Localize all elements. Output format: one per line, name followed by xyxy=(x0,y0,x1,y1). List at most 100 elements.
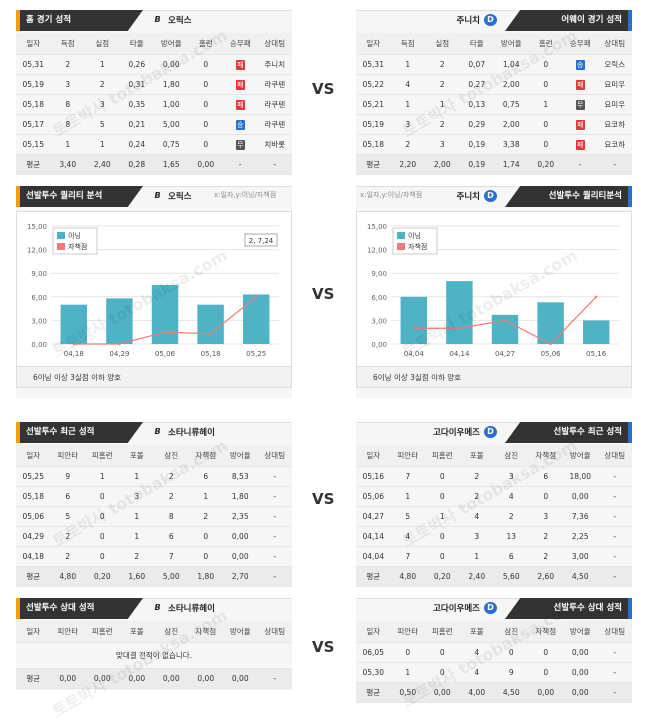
table-cell: 05,25 xyxy=(22,472,44,481)
table-cell: 1 xyxy=(405,60,411,69)
table-cell: 1 xyxy=(65,140,71,149)
y-tick-label: 0,00 xyxy=(31,341,47,349)
result-cell: 패 xyxy=(563,75,598,94)
average-cell: 2,70 xyxy=(231,572,249,581)
table-header-row: 일자 피안타 피홈런 포볼 삼진 자책점 방어율 상대팀 xyxy=(16,621,292,643)
y-tick-label: 6,00 xyxy=(31,294,47,302)
dragons-logo-icon: D xyxy=(484,426,497,438)
column-header: 홈런 xyxy=(538,39,553,48)
table-cell: 요코하 xyxy=(604,140,626,149)
table-cell: 6 xyxy=(168,532,174,541)
pitcher-vs-left-team: B 소타니류헤이 xyxy=(151,602,214,614)
table-cell: 9 xyxy=(65,472,71,481)
table-cell: 05,18 xyxy=(22,492,44,501)
column-header: 상대팀 xyxy=(604,627,626,636)
average-cell: 2,00 xyxy=(433,160,451,169)
x-tick-label: 05,06 xyxy=(541,350,562,358)
table-cell: 1 xyxy=(134,532,140,541)
result-cell: 패 xyxy=(223,55,258,74)
table-row: 06,05 0 0 4 0 0 0,00 - xyxy=(356,643,632,663)
table-cell: - xyxy=(613,512,617,521)
table-cell: 0,07 xyxy=(468,60,486,69)
y-tick-label: 3,00 xyxy=(31,317,47,325)
pitcher-recent-left-panel: 선발투수 최근 성적 B 소타니류헤이 일자 피안타 피홈런 포볼 삼진 자책점 방어율 상대… xyxy=(16,422,292,587)
column-header: 일자 xyxy=(366,627,381,636)
quality-right-chart: 0,00 3,00 6,00 9,00 12,00 15,00 04,04 04,14 04,2… xyxy=(356,211,632,367)
table-cell: 0 xyxy=(203,140,209,149)
table-header-row: 일자 피안타 피홈런 포볼 삼진 자책점 방어율 상대팀 xyxy=(16,445,292,467)
y-tick-label: 15,00 xyxy=(27,223,47,231)
table-cell: 0,00 xyxy=(231,552,249,561)
quality-left-note: 6이닝 이상 3실점 이하 양호 xyxy=(16,367,292,388)
column-header: 일자 xyxy=(366,451,381,460)
table-cell: 3 xyxy=(508,472,514,481)
line-point xyxy=(549,342,552,346)
column-header: 포볼 xyxy=(129,451,144,460)
home-team-name: 오릭스 xyxy=(168,16,192,26)
table-cell: 05,19 xyxy=(22,80,44,89)
table-cell: 0 xyxy=(99,532,105,541)
average-row: 평균 3,40 2,40 0,28 1,65 0,00 - - xyxy=(16,155,292,175)
table-row: 05,06 1 0 2 4 0 0,00 - xyxy=(356,487,632,507)
y-tick-label: 9,00 xyxy=(31,270,47,278)
table-cell: 2 xyxy=(439,80,445,89)
x-tick-label: 04,27 xyxy=(495,350,515,358)
table-cell: 2 xyxy=(168,492,174,501)
column-header: 자책점 xyxy=(535,627,557,636)
result-badge: 승 xyxy=(575,60,585,70)
table-cell: - xyxy=(273,492,277,501)
home-recent-panel: 홈 경기 성적 B 오릭스 일자 득점 실점 타율 방어율 홈런 승무패 상대팀 05,31 2 1… xyxy=(16,10,292,175)
table-cell: 요미우 xyxy=(604,80,626,89)
average-row: 평균 0,00 0,00 0,00 0,00 0,00 0,00 - xyxy=(16,669,292,689)
x-tick-label: 04,04 xyxy=(404,350,425,358)
table-cell: 0 xyxy=(439,668,445,677)
table-cell: 5 xyxy=(99,120,105,129)
table-cell: 04,18 xyxy=(22,552,44,561)
table-cell: 4 xyxy=(474,512,480,521)
table-cell: 1 xyxy=(99,140,105,149)
table-cell: 0,26 xyxy=(128,60,146,69)
average-cell: 평균 xyxy=(26,674,41,683)
pitcher-recent-right-table: 일자 피안타 피홈런 포볼 삼진 자책점 방어율 상대팀 05,16 7 0 2 3 6 18,00-05,… xyxy=(356,445,632,587)
table-cell: 0 xyxy=(543,60,549,69)
column-header: 삼진 xyxy=(164,627,179,636)
away-recent-title: 어웨이 경기 성적 xyxy=(505,10,632,31)
table-cell: 2 xyxy=(65,60,71,69)
table-cell: 0 xyxy=(203,552,209,561)
table-cell: 6 xyxy=(65,492,71,501)
table-cell: 5 xyxy=(65,512,71,521)
pitcher-right-name: 고다이우메즈 xyxy=(433,428,480,438)
table-cell: 0,00 xyxy=(571,492,589,501)
table-row: 05,22 4 2 0,27 2,00 0 패 요미우 xyxy=(356,75,632,95)
table-cell: 0 xyxy=(543,80,549,89)
table-cell: 0 xyxy=(543,140,549,149)
line-point xyxy=(118,342,121,346)
column-header: 피홈런 xyxy=(431,627,453,636)
average-cell: 2,40 xyxy=(468,572,486,581)
table-cell: 04,04 xyxy=(362,552,384,561)
column-header: 삼진 xyxy=(164,451,179,460)
column-header: 삼진 xyxy=(504,627,519,636)
table-row: 04,14 4 0 3 13 2 2,25 - xyxy=(356,527,632,547)
column-header: 일자 xyxy=(26,451,41,460)
table-cell: 0,35 xyxy=(128,100,146,109)
table-cell: 0,13 xyxy=(468,100,486,109)
table-row: 05,19 3 2 0,31 1,80 0 패 라쿠텐 xyxy=(16,75,292,95)
pitcher-vs-left-panel: 선발투수 상대 성적 B 소타니류헤이 일자 피안타 피홈런 포볼 삼진 자책점 방어율 상대… xyxy=(16,598,292,690)
y-tick-label: 12,00 xyxy=(27,247,47,255)
table-cell: 0 xyxy=(543,492,549,501)
x-tick-label: 05,25 xyxy=(246,350,266,358)
bar xyxy=(197,304,224,344)
result-cell: 패 xyxy=(223,95,258,114)
table-cell: 0 xyxy=(543,668,549,677)
column-header: 삼진 xyxy=(504,451,519,460)
table-cell: 2 xyxy=(508,512,514,521)
result-badge: 패 xyxy=(575,140,585,150)
table-cell: 0,00 xyxy=(571,668,589,677)
table-cell: 13 xyxy=(506,532,517,541)
table-cell: 9 xyxy=(508,668,514,677)
table-cell: 8,53 xyxy=(231,472,249,481)
table-row: 04,18 2 0 2 7 0 0,00 - xyxy=(16,547,292,567)
table-cell: 5,00 xyxy=(162,120,180,129)
table-cell: 0 xyxy=(439,472,445,481)
